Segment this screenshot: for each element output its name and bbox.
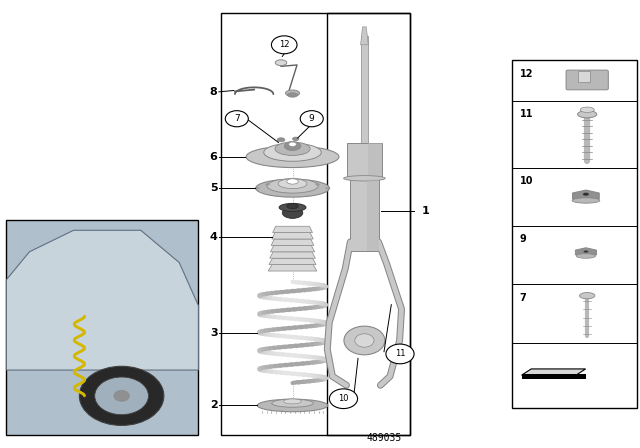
Ellipse shape	[285, 90, 300, 96]
Bar	[328, 13, 410, 435]
Polygon shape	[272, 233, 313, 239]
Circle shape	[355, 334, 374, 347]
Circle shape	[330, 389, 358, 409]
Circle shape	[95, 377, 148, 415]
Bar	[512, 60, 637, 408]
Ellipse shape	[265, 183, 270, 185]
Ellipse shape	[584, 250, 588, 253]
Polygon shape	[522, 369, 586, 375]
Ellipse shape	[580, 107, 595, 112]
Polygon shape	[269, 258, 316, 265]
Text: 7: 7	[520, 293, 527, 302]
Bar	[360, 36, 368, 143]
Polygon shape	[271, 239, 314, 246]
Bar	[578, 71, 591, 82]
Bar	[347, 143, 382, 179]
Text: 11: 11	[395, 349, 405, 358]
Ellipse shape	[257, 399, 328, 412]
Polygon shape	[575, 248, 596, 257]
Text: 489035: 489035	[366, 433, 402, 443]
Circle shape	[300, 111, 323, 127]
Ellipse shape	[344, 176, 385, 181]
Polygon shape	[573, 190, 599, 202]
Ellipse shape	[275, 142, 310, 155]
Text: 8: 8	[210, 87, 218, 97]
Ellipse shape	[267, 179, 318, 193]
Ellipse shape	[282, 207, 303, 218]
Polygon shape	[271, 246, 315, 252]
Text: 9: 9	[309, 114, 315, 123]
Text: 5: 5	[210, 183, 218, 193]
Ellipse shape	[284, 142, 301, 151]
Bar	[6, 220, 198, 435]
Polygon shape	[268, 265, 317, 271]
Text: 3: 3	[210, 327, 218, 338]
Text: 11: 11	[520, 109, 533, 119]
Ellipse shape	[580, 293, 595, 299]
Text: 7: 7	[234, 114, 239, 123]
Ellipse shape	[279, 203, 306, 211]
Ellipse shape	[284, 399, 301, 404]
Polygon shape	[269, 252, 316, 258]
Ellipse shape	[572, 198, 600, 203]
Ellipse shape	[255, 187, 260, 190]
FancyBboxPatch shape	[566, 70, 608, 90]
Ellipse shape	[256, 179, 330, 197]
Text: 10: 10	[338, 394, 349, 403]
Ellipse shape	[578, 111, 597, 118]
Ellipse shape	[275, 60, 287, 66]
Text: 1: 1	[422, 206, 429, 215]
Bar	[368, 143, 382, 179]
Circle shape	[225, 111, 248, 127]
Ellipse shape	[315, 183, 320, 185]
Circle shape	[344, 326, 385, 355]
Text: 12: 12	[520, 69, 533, 78]
Polygon shape	[6, 230, 198, 370]
Bar	[221, 13, 410, 435]
Ellipse shape	[289, 142, 296, 146]
Ellipse shape	[287, 203, 298, 209]
Text: 10: 10	[520, 176, 533, 186]
Text: 2: 2	[210, 401, 218, 410]
Polygon shape	[273, 226, 312, 233]
Bar	[367, 179, 379, 251]
Ellipse shape	[287, 179, 298, 184]
Ellipse shape	[292, 137, 299, 141]
Text: 9: 9	[520, 234, 527, 244]
Circle shape	[79, 366, 164, 426]
Bar	[350, 179, 379, 251]
Polygon shape	[360, 27, 368, 45]
Ellipse shape	[363, 33, 366, 39]
Ellipse shape	[582, 193, 589, 196]
Text: 4: 4	[210, 233, 218, 242]
Circle shape	[271, 36, 297, 54]
Ellipse shape	[272, 399, 314, 407]
Text: 12: 12	[279, 40, 289, 49]
Ellipse shape	[278, 179, 307, 189]
Circle shape	[114, 391, 129, 401]
Circle shape	[386, 344, 414, 364]
Ellipse shape	[277, 138, 285, 142]
Ellipse shape	[287, 93, 298, 97]
Bar	[522, 375, 586, 379]
Text: 6: 6	[210, 152, 218, 162]
Ellipse shape	[290, 182, 295, 184]
Ellipse shape	[576, 254, 596, 258]
Ellipse shape	[325, 187, 330, 190]
Ellipse shape	[264, 143, 321, 161]
Ellipse shape	[246, 146, 339, 168]
